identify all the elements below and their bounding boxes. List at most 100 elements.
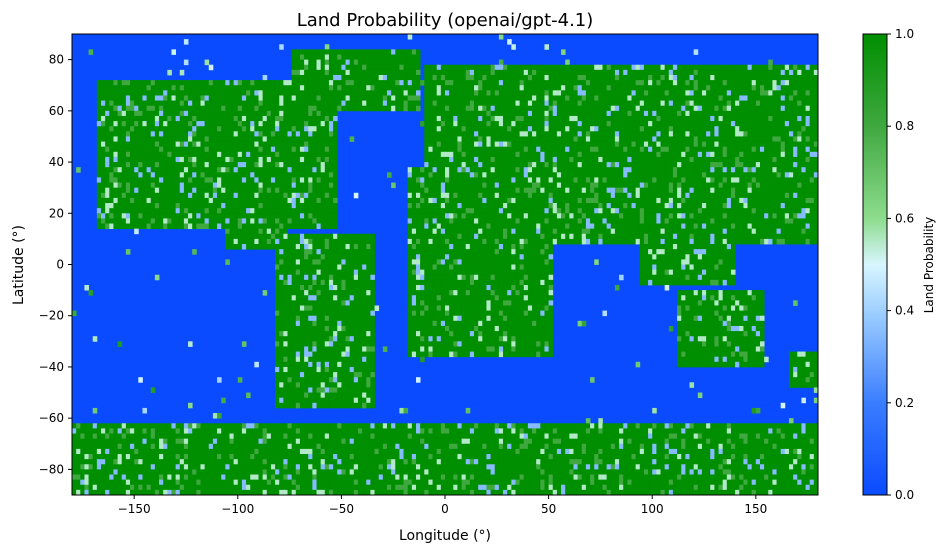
heatmap-cell [121,197,127,204]
heatmap-cell [532,85,537,91]
heatmap-cell [515,162,520,168]
heatmap-cell [212,187,218,194]
heatmap-cell [598,197,603,204]
heatmap-cell [138,172,143,178]
heatmap-cell [619,177,624,183]
heatmap-cell [552,136,558,142]
heatmap-cell [507,95,512,101]
heatmap-cell [188,115,193,122]
heatmap-cell [142,213,147,219]
heatmap-cell [540,182,545,189]
heatmap-cell [308,141,313,148]
heatmap-cell [291,49,297,55]
heatmap-cell [221,146,226,153]
heatmap-cell [759,136,765,142]
heatmap-cell [776,131,782,137]
heatmap-cell [739,167,744,173]
heatmap-cell [590,182,595,189]
heatmap-cell [552,167,558,173]
heatmap-cell [598,105,603,112]
heatmap-cell [275,131,280,137]
heatmap-cell [482,208,487,214]
heatmap-cell [561,151,566,158]
heatmap-cell [246,213,251,219]
heatmap-cell [598,131,603,137]
heatmap-cell [685,90,690,96]
heatmap-cell [109,223,114,230]
heatmap-cell [743,146,748,153]
heatmap-cell [105,115,110,122]
heatmap-cell [270,110,276,117]
heatmap-cell [569,90,574,96]
heatmap-cell [693,141,699,148]
heatmap-cell [739,136,744,142]
heatmap-cell [780,146,786,153]
heatmap-cell [726,187,732,194]
heatmap-cell [125,85,131,91]
heatmap-cell [668,162,674,168]
heatmap-cell [167,110,172,117]
heatmap-cell [113,141,118,148]
heatmap-cell [254,131,259,137]
heatmap-cell [552,141,558,148]
heatmap-cell [424,136,429,142]
heatmap-cell [188,90,193,96]
heatmap-cell [391,54,396,61]
heatmap-cell [486,74,491,81]
heatmap-cell [693,213,699,219]
heatmap-cell [536,126,541,132]
heatmap-cell [577,146,583,153]
heatmap-cell [266,203,272,209]
heatmap-cell [212,100,218,107]
heatmap-cell [411,85,417,91]
heatmap-cell [503,110,508,117]
heatmap-cell [316,136,322,142]
heatmap-cell [482,95,487,101]
heatmap-cell [652,208,657,214]
heatmap-cell [399,95,404,101]
heatmap-cell [585,182,591,189]
heatmap-cell [610,74,616,81]
heatmap-cell [797,162,802,168]
heatmap-cell [606,85,612,91]
heatmap-cell [561,187,566,194]
heatmap-cell [386,49,392,55]
heatmap-cell [465,85,471,91]
heatmap-cell [532,80,537,86]
heatmap-cell [241,115,247,122]
heatmap-cell [511,64,516,71]
heatmap-cell [701,146,707,153]
heatmap-cell [328,100,334,107]
heatmap-cell [262,208,268,214]
heatmap-cell [316,218,322,224]
heatmap-cell [813,197,819,204]
heatmap-cell [304,141,309,148]
heatmap-cell [159,95,164,101]
heatmap-cell [503,177,508,183]
heatmap-cell [469,121,475,127]
heatmap-cell [474,146,479,153]
heatmap-cell [204,141,210,148]
heatmap-cell [266,121,272,127]
heatmap-cell [291,192,297,199]
heatmap-cell [117,223,123,230]
heatmap-cell [668,121,674,127]
heatmap-cell [801,156,806,163]
heatmap-cell [163,203,168,209]
heatmap-cell [469,197,475,204]
heatmap-cell [764,187,769,194]
heatmap-cell [353,95,359,101]
heatmap-cell [813,177,819,183]
heatmap-cell [677,69,682,76]
heatmap-cell [751,203,757,209]
heatmap-cell [125,90,131,96]
heatmap-cell [722,74,728,81]
heatmap-cell [287,136,293,142]
heatmap-cell [527,156,533,163]
heatmap-cell [163,146,168,153]
heatmap-cell [548,151,554,158]
heatmap-cell [569,213,574,219]
heatmap-cell [370,64,375,71]
heatmap-cell [751,74,757,81]
